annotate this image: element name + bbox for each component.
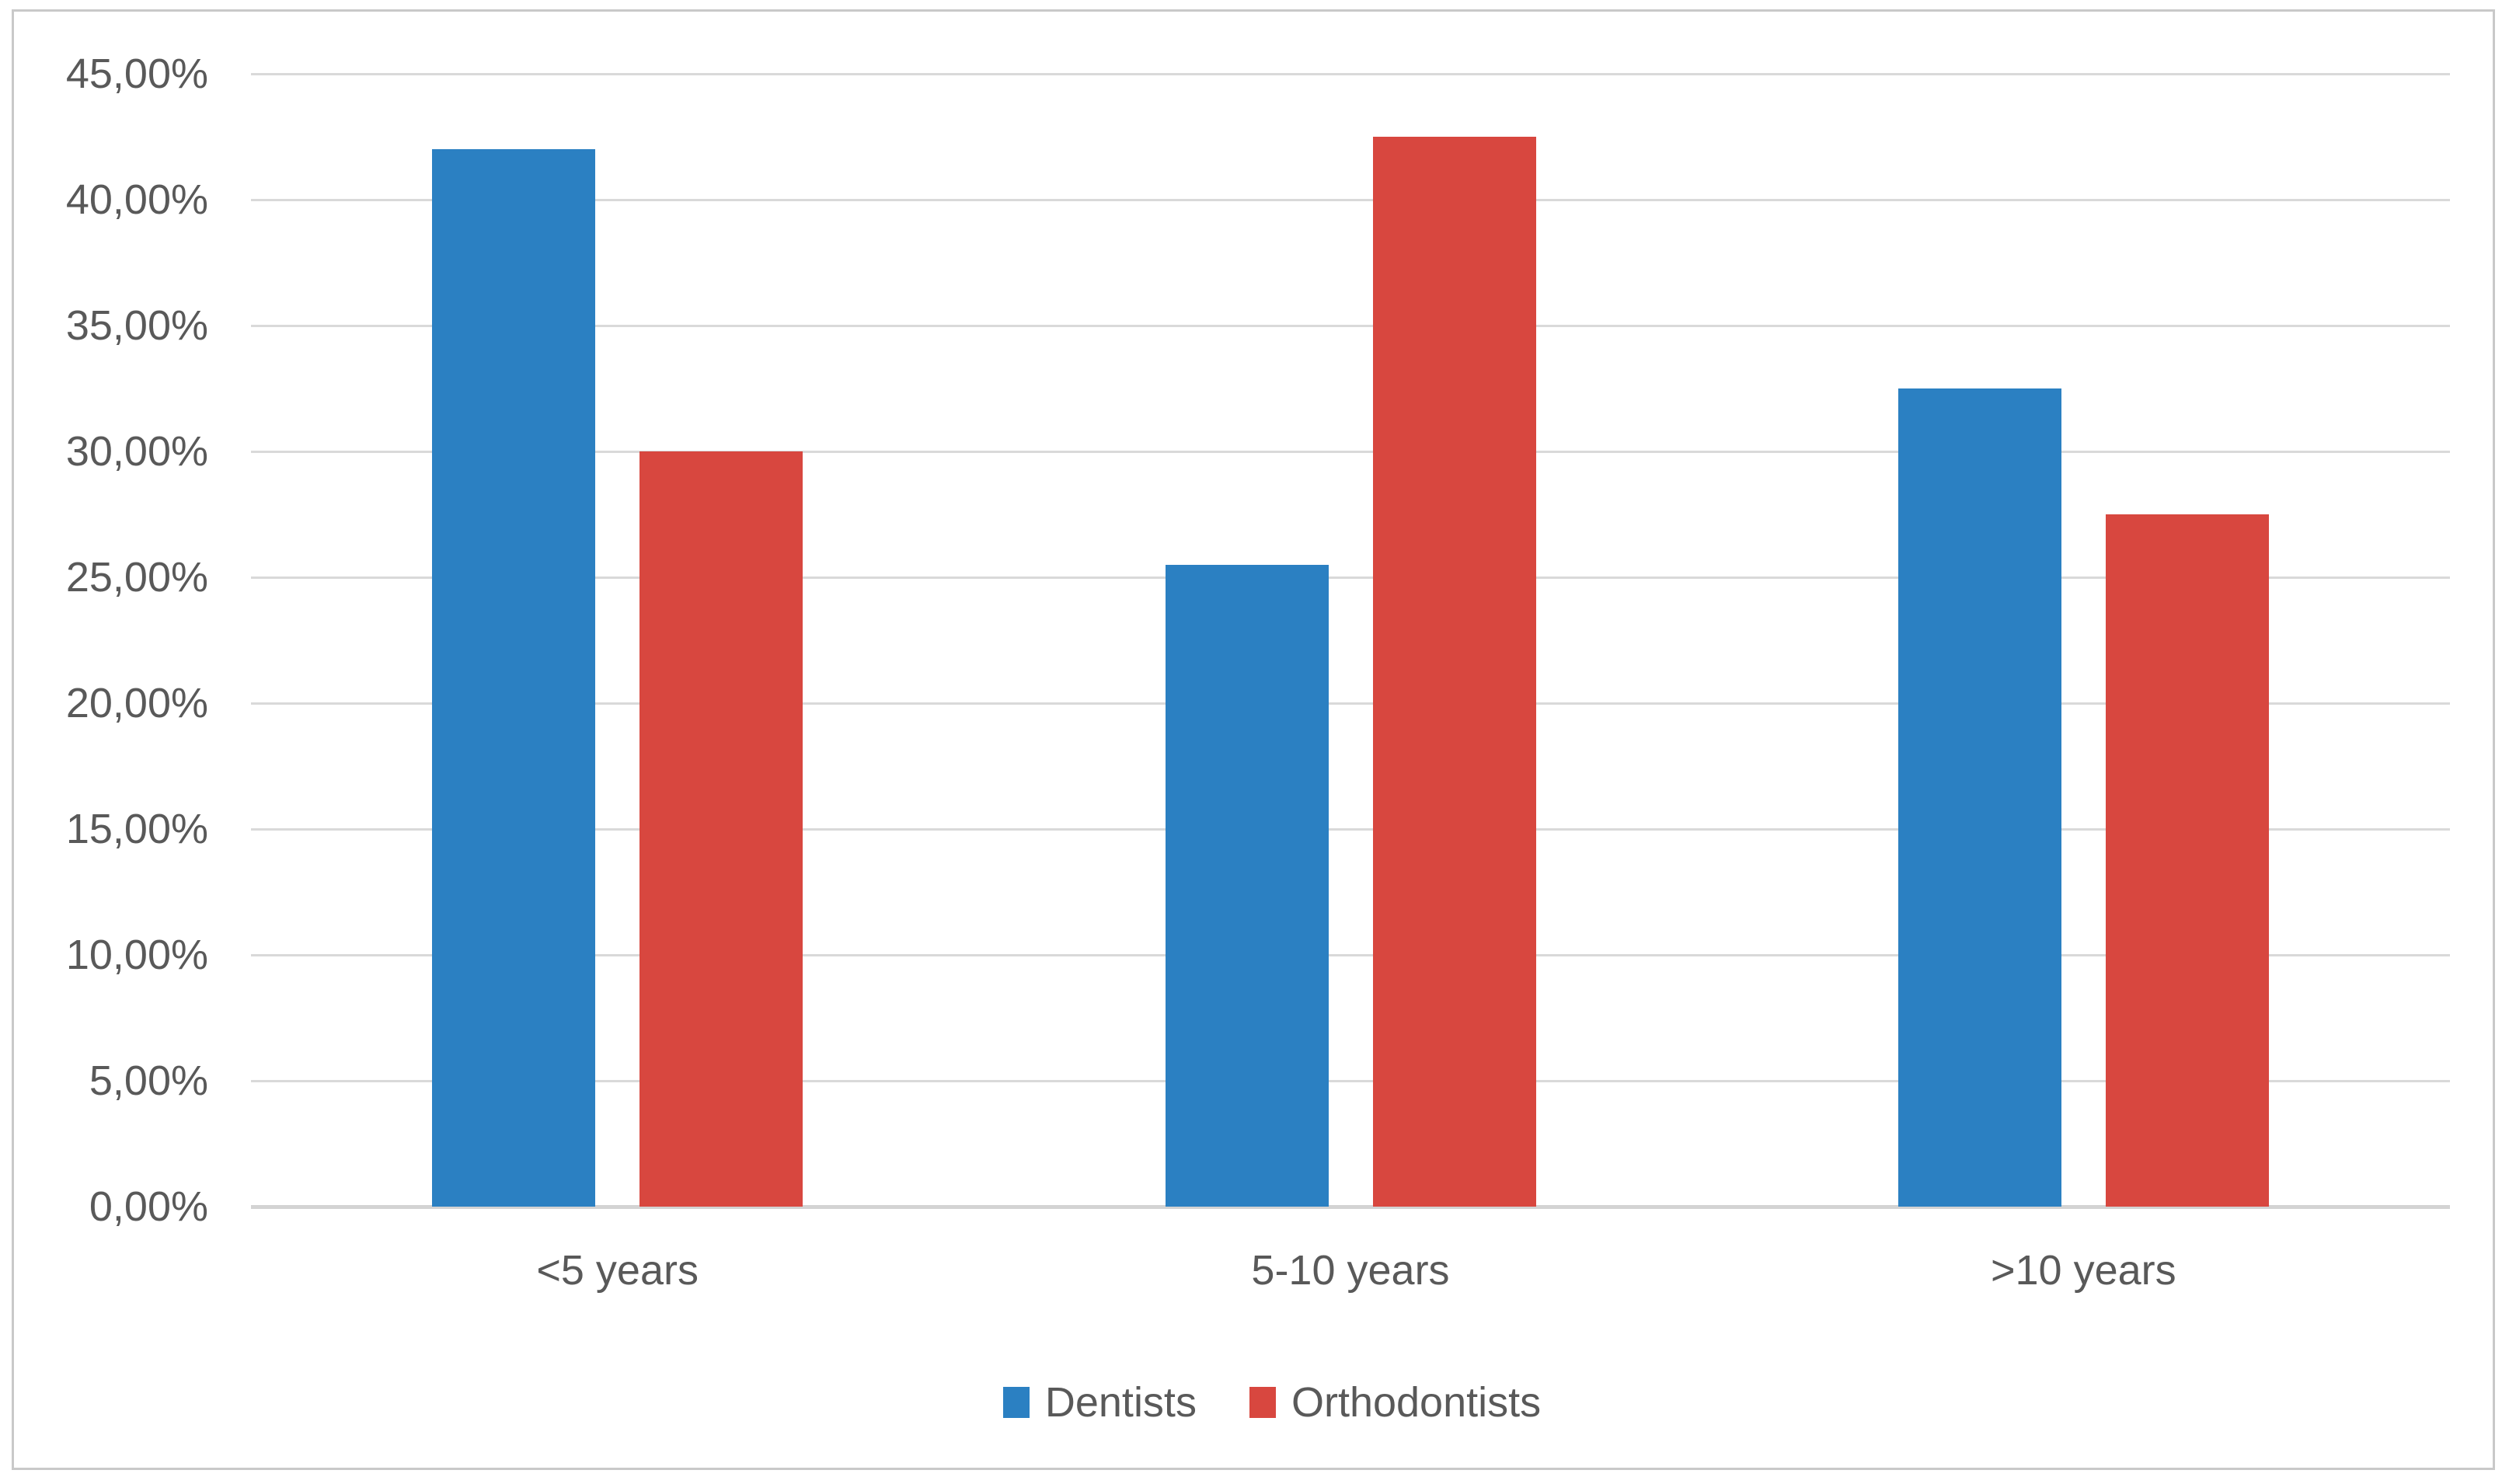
bar-dentists-10-years [1897,388,2061,1207]
x-category-label: 5-10 years [1251,1247,1450,1294]
legend-item-orthodontists: Orthodontists [1249,1379,1541,1426]
gridline [251,577,2450,579]
x-axis-line [251,1205,2450,1209]
gridline [251,1080,2450,1082]
gridline [251,828,2450,831]
gridline [251,199,2450,201]
y-tick-label: 10,00% [65,932,208,978]
bar-dentists-5-10-years [1165,564,1329,1207]
y-tick-label: 30,00% [65,428,208,475]
legend-label-orthodontists: Orthodontists [1291,1379,1542,1426]
bar-dentists-5-years [432,149,596,1207]
gridline [251,702,2450,705]
chart-frame: 45,00% 40,00% 35,00% 30,00% 25,00% 20,00% 15,0… [12,9,2495,1470]
legend-label-dentists: Dentists [1044,1379,1197,1426]
bar-orthodontists-10-years [2105,514,2269,1207]
x-category-label: >10 years [1990,1247,2176,1294]
y-tick-label: 45,00% [65,51,208,97]
y-tick-label: 0,00% [89,1183,208,1230]
y-tick-label: 25,00% [65,554,208,601]
bar-orthodontists-5-years [639,451,803,1207]
bar-orthodontists-5-10-years [1372,137,1536,1207]
y-tick-label: 40,00% [65,176,208,223]
gridline [251,325,2450,327]
y-tick-label: 5,00% [89,1057,208,1104]
chart-legend: Dentists Orthodontists [14,1379,2516,1426]
plot-area: 45,00% 40,00% 35,00% 30,00% 25,00% 20,00% 15,0… [14,12,2493,1468]
gridline [251,451,2450,453]
y-tick-label: 15,00% [65,806,208,852]
y-tick-label: 35,00% [65,302,208,349]
gridline [251,73,2450,75]
legend-item-dentists: Dentists [1002,1379,1197,1426]
y-tick-label: 20,00% [65,680,208,726]
dentists-legend-swatch-icon [1002,1387,1030,1418]
x-category-label: <5 years [536,1247,699,1294]
gridline [251,954,2450,956]
orthodontists-legend-swatch-icon [1249,1387,1276,1418]
